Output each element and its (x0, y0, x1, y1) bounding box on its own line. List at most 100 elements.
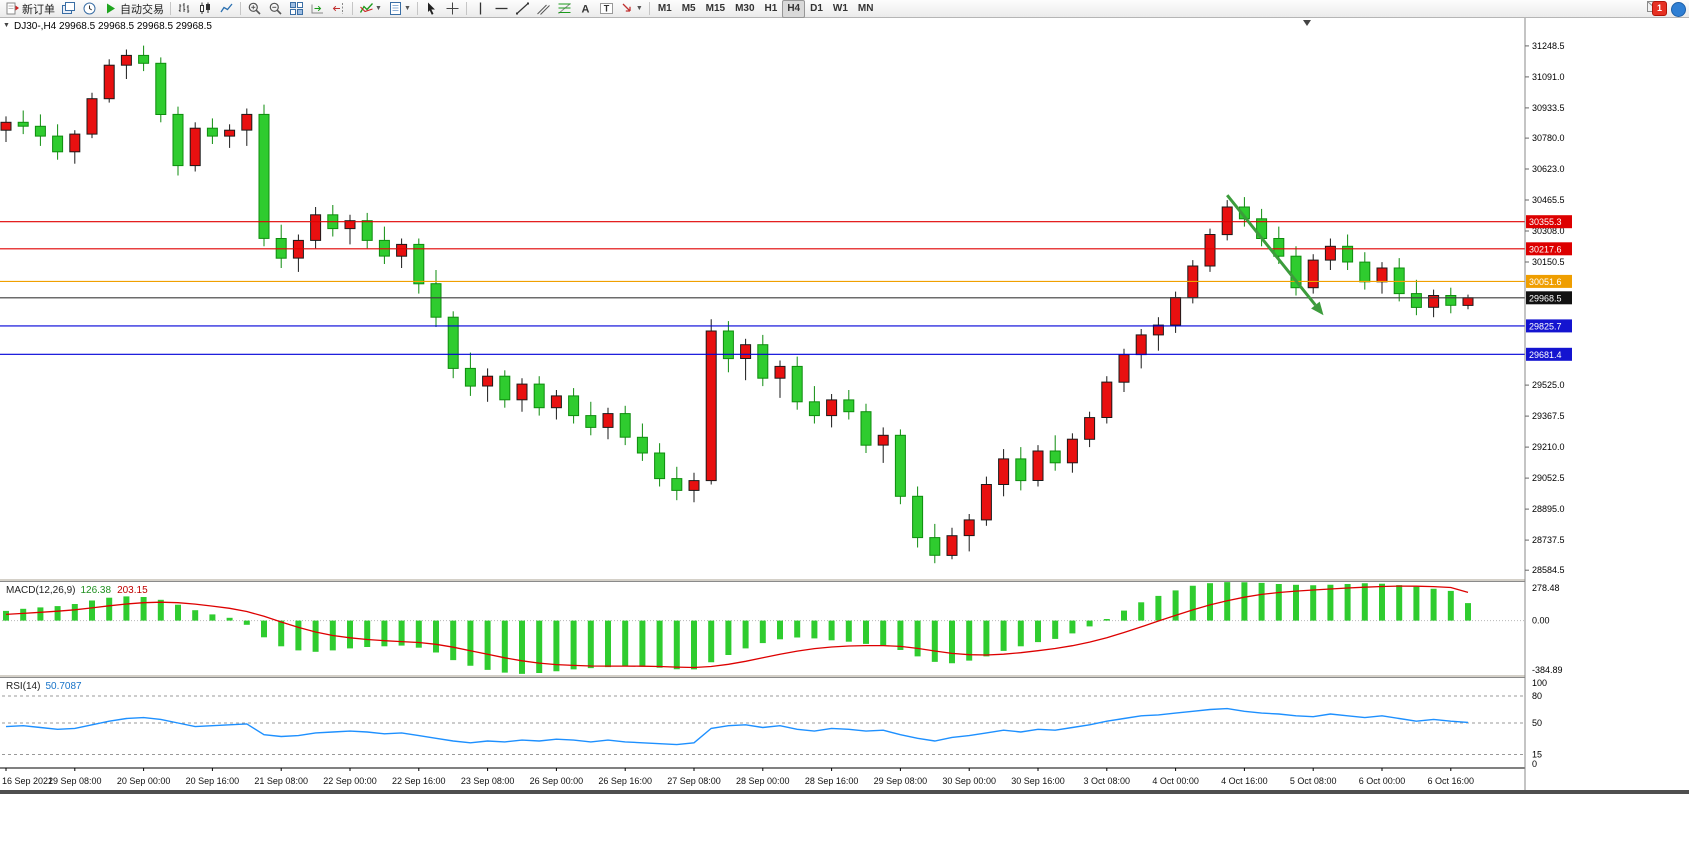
crosshair-button[interactable] (442, 0, 463, 18)
toolbar-separator (170, 2, 171, 15)
time-label: 21 Sep 08:00 (254, 776, 308, 786)
text-a-icon: A (581, 4, 589, 16)
tile-windows-button[interactable] (286, 0, 307, 18)
svg-text:29681.4: 29681.4 (1529, 350, 1562, 360)
rsi-label: RSI(14) 50.7087 (6, 681, 82, 692)
macd-pane[interactable] (2, 582, 1525, 674)
bar-chart-button[interactable] (174, 0, 195, 18)
chart-symbol-header: DJ30-,H4 29968.5 29968.5 29968.5 29968.5 (14, 21, 212, 32)
timeframe-m1[interactable]: M1 (657, 3, 672, 14)
svg-text:30051.6: 30051.6 (1529, 277, 1562, 287)
horizontal-line-button[interactable] (491, 0, 512, 18)
auto-scroll-button[interactable] (307, 0, 328, 18)
chart-profiles-button[interactable] (58, 0, 79, 18)
zoom-in-icon (248, 2, 261, 15)
y-tick-label: 29367.5 (1532, 411, 1565, 421)
y-tick-label: 28895.0 (1532, 504, 1565, 514)
timeframe-m15[interactable]: M15 (705, 3, 726, 14)
y-tick-label: 30150.5 (1532, 257, 1565, 267)
toolbar-right: 1 (1647, 1, 1686, 17)
one-click-trading-arrow[interactable]: ▼ (3, 22, 10, 29)
community-icon[interactable] (1671, 1, 1686, 17)
indicators-icon (359, 3, 373, 13)
rsi-tick: 80 (1532, 691, 1542, 701)
trend-icon (515, 2, 529, 15)
timeframe-w1[interactable]: W1 (832, 3, 848, 14)
vertical-line-button[interactable] (470, 0, 491, 18)
y-tick-label: 30623.0 (1532, 164, 1565, 174)
time-label: 29 Sep 08:00 (874, 776, 928, 786)
time-label: 16 Sep 2022 (2, 776, 53, 786)
text-label-button[interactable]: T (596, 0, 617, 18)
text-button[interactable]: A (575, 0, 596, 18)
chevron-down-icon: ▼ (403, 5, 411, 12)
vline-icon (479, 2, 482, 15)
price-badge-29681.4 (1526, 347, 1572, 361)
zoom-in-button[interactable] (244, 0, 265, 18)
line-icon (220, 3, 233, 13)
new-order-button[interactable]: 新订单 (2, 0, 58, 18)
new-order-icon (6, 2, 19, 15)
new-order-label: 新订单 (22, 3, 55, 16)
clock-icon (83, 2, 96, 15)
pane-splitter[interactable] (0, 674, 1689, 678)
fibonacci-button[interactable] (554, 0, 575, 18)
templates-button[interactable]: ▼ (385, 0, 414, 18)
horizontal-scrollbar[interactable] (0, 790, 1689, 794)
line-chart-button[interactable] (216, 0, 237, 18)
zoom-out-button[interactable] (265, 0, 286, 18)
candlestick-chart-button[interactable] (195, 0, 216, 18)
time-label: 22 Sep 16:00 (392, 776, 446, 786)
rsi-tick: 100 (1532, 678, 1547, 688)
shift-icon (332, 3, 343, 14)
time-label: 5 Oct 08:00 (1290, 776, 1337, 786)
history-center-button[interactable] (79, 0, 100, 18)
timeframe-h1[interactable]: H1 (764, 3, 778, 14)
svg-text:A: A (581, 4, 589, 16)
time-label: 30 Sep 00:00 (942, 776, 996, 786)
price-badge-29968.5 (1526, 291, 1572, 305)
time-label: 4 Oct 00:00 (1152, 776, 1199, 786)
timeframe-h4[interactable]: H4 (782, 0, 806, 18)
auto-trading-label: 自动交易 (120, 3, 164, 16)
y-tick-label: 30465.5 (1532, 195, 1565, 205)
cursor-button[interactable] (421, 0, 442, 18)
arrow-tool-icon (622, 3, 631, 12)
chevron-down-icon: ▼ (635, 5, 643, 12)
svg-text:29968.5: 29968.5 (1529, 293, 1562, 303)
arrows-button[interactable]: ▼ (617, 0, 646, 18)
y-tick-label: 30308.0 (1532, 226, 1565, 236)
toolbar: 新订单 自动交易 ▼ ▼ A T ▼ M1 M5 M15 M30 H1 H4 D1 W1 MN (0, 0, 1689, 18)
time-label: 20 Sep 00:00 (117, 776, 171, 786)
time-label: 28 Sep 00:00 (736, 776, 790, 786)
auto-trading-button[interactable]: 自动交易 (100, 0, 167, 18)
notifications-button[interactable]: 1 (1647, 1, 1667, 17)
time-label: 19 Sep 08:00 (48, 776, 102, 786)
auto-scroll-icon (311, 4, 323, 14)
price-lines-layer[interactable] (0, 221, 1525, 355)
timeframe-m30[interactable]: M30 (735, 3, 755, 14)
time-label: 30 Sep 16:00 (1011, 776, 1065, 786)
play-icon (107, 3, 115, 14)
chart-shift-marker[interactable] (1303, 20, 1311, 26)
timeframe-m5[interactable]: M5 (681, 3, 696, 14)
price-scale[interactable]: 31248.5 31091.0 30933.5 30780.0 30623.0 30465… (1524, 18, 1689, 790)
macd-signal-value: 203.15 (117, 585, 148, 596)
trendline-button[interactable] (512, 0, 533, 18)
chart-shift-button[interactable] (328, 0, 349, 18)
pane-splitter[interactable] (0, 578, 1689, 582)
svg-text:29825.7: 29825.7 (1529, 321, 1562, 331)
equidistant-channel-button[interactable] (533, 0, 554, 18)
timeframe-d1[interactable]: D1 (810, 3, 823, 14)
indicators-button[interactable]: ▼ (356, 0, 385, 18)
rsi-pane[interactable] (2, 695, 1525, 755)
trend-arrow[interactable] (1226, 194, 1324, 316)
price-badge-29825.7 (1526, 319, 1572, 333)
time-label: 6 Oct 16:00 (1428, 776, 1475, 786)
candles-layer[interactable] (0, 45, 1474, 564)
macd-value: 126.38 (80, 585, 112, 596)
timeframe-mn[interactable]: MN (857, 3, 874, 14)
notification-badge[interactable]: 1 (1652, 1, 1667, 16)
